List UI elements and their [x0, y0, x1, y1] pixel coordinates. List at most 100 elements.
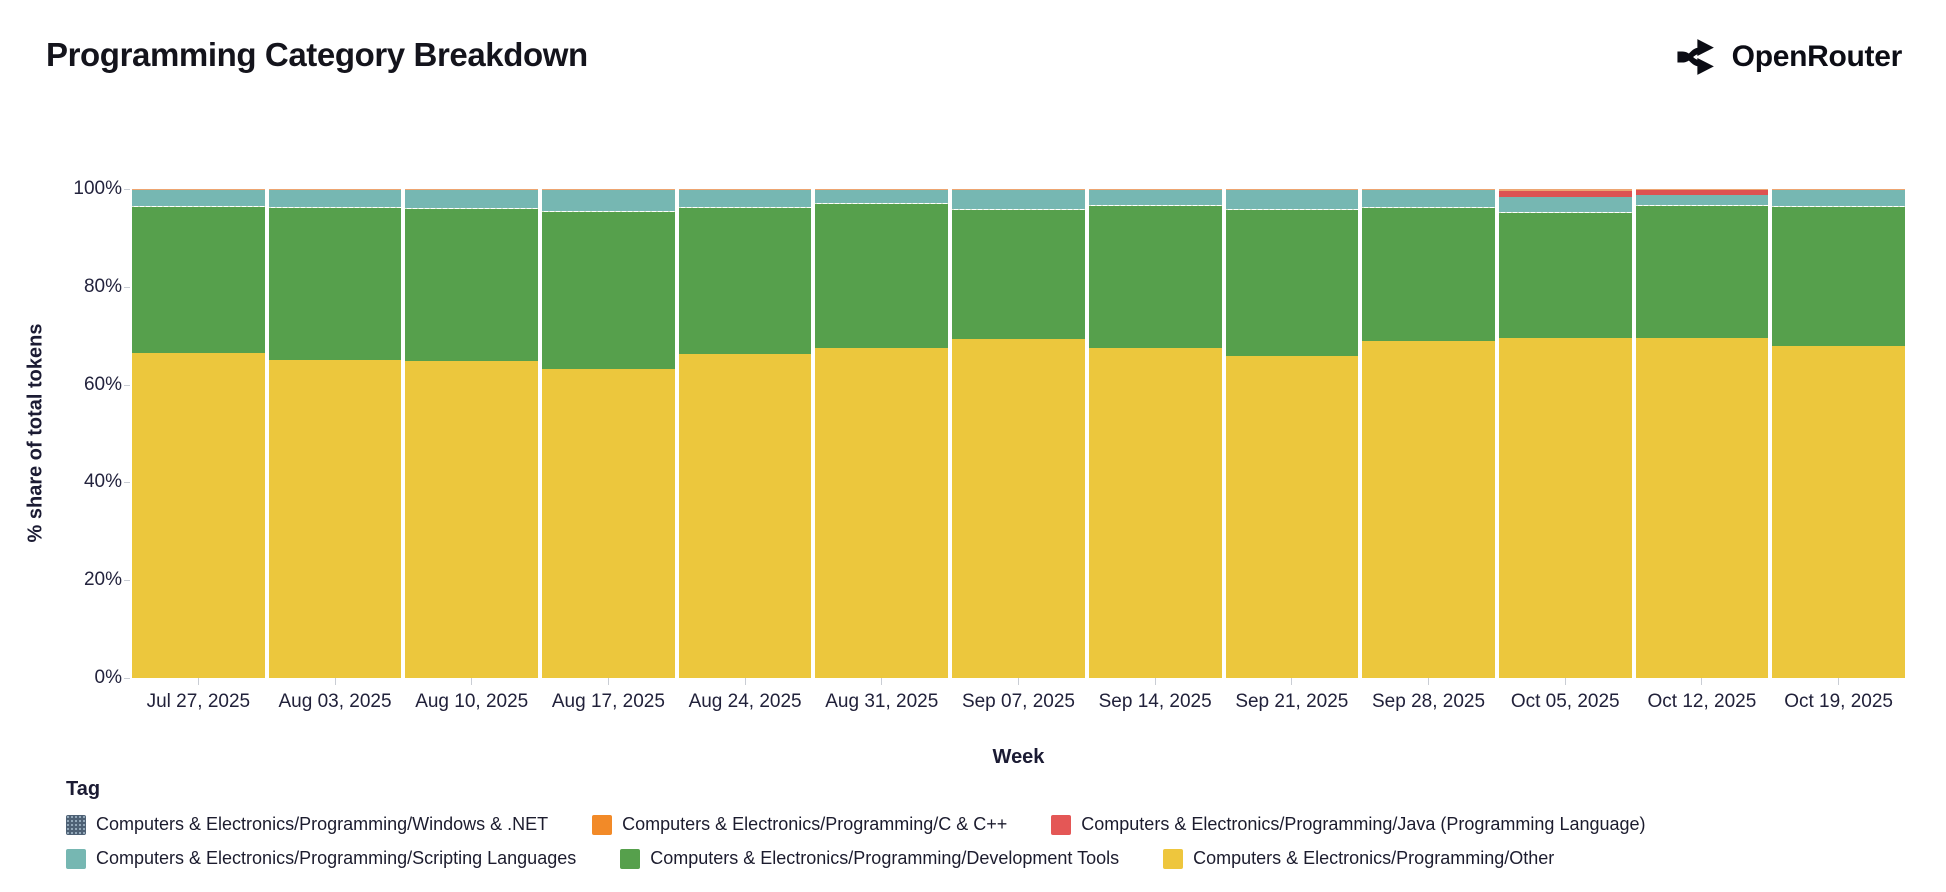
bar-column[interactable]	[1362, 188, 1495, 678]
bar-segment[interactable]	[678, 354, 812, 678]
bar-segment[interactable]	[542, 189, 675, 191]
page-title: Programming Category Breakdown	[46, 36, 588, 73]
bar-segment[interactable]	[1498, 212, 1632, 214]
bar-segment[interactable]	[1772, 205, 1905, 207]
bar-segment[interactable]	[1635, 195, 1769, 205]
x-tick-mark	[1017, 678, 1019, 685]
bar-column[interactable]	[132, 189, 265, 678]
bar-segment[interactable]	[542, 212, 675, 370]
legend-item[interactable]: Computers & Electronics/Programming/Wind…	[66, 814, 548, 835]
bar-segment[interactable]	[1635, 189, 1769, 191]
bar-segment[interactable]	[1362, 208, 1495, 341]
bar-segment[interactable]	[952, 189, 1085, 191]
bar-segment[interactable]	[1225, 210, 1359, 356]
bar-segment[interactable]	[815, 203, 949, 348]
y-tick-mark	[124, 678, 130, 679]
bar-segment[interactable]	[405, 190, 539, 209]
bar-segment[interactable]	[268, 190, 402, 207]
bar-segment[interactable]	[1772, 206, 1905, 346]
bar-segment[interactable]	[1088, 348, 1222, 678]
bar-segment[interactable]	[1772, 190, 1905, 206]
x-tick-cell	[1772, 678, 1905, 686]
bar-segment[interactable]	[1498, 213, 1632, 339]
bar-segment[interactable]	[1498, 189, 1632, 192]
bar-segment[interactable]	[542, 211, 675, 213]
bar-segment[interactable]	[1225, 190, 1359, 209]
bar-segment[interactable]	[405, 361, 539, 678]
legend-item[interactable]: Computers & Electronics/Programming/Deve…	[620, 848, 1119, 869]
bar-segment[interactable]	[678, 206, 812, 208]
bar-segment[interactable]	[542, 369, 675, 678]
bar-segment[interactable]	[1498, 191, 1632, 198]
bar-column[interactable]	[1225, 188, 1359, 678]
bar-segment[interactable]	[952, 209, 1085, 340]
bar-segment[interactable]	[1498, 338, 1632, 678]
y-tick-label: 100%	[73, 178, 122, 199]
bar-segment[interactable]	[815, 202, 949, 204]
bar-segment[interactable]	[268, 206, 402, 208]
bar-segment[interactable]	[132, 353, 265, 678]
bar-segment[interactable]	[815, 347, 949, 678]
bar-segment[interactable]	[1772, 189, 1905, 191]
bar-column[interactable]	[268, 189, 402, 678]
bar-segment[interactable]	[1088, 205, 1222, 349]
y-tick-mark	[124, 384, 130, 386]
bar-segment[interactable]	[1362, 188, 1495, 191]
bar-segment[interactable]	[132, 189, 265, 206]
bar-segment[interactable]	[268, 207, 402, 360]
bar-segment[interactable]	[1362, 190, 1495, 208]
bar-column[interactable]	[1772, 189, 1905, 678]
bar-segment[interactable]	[1088, 189, 1222, 191]
bar-segment[interactable]	[1088, 190, 1222, 205]
legend-item[interactable]: Computers & Electronics/Programming/Java…	[1051, 814, 1646, 835]
x-axis-tick-labels: Jul 27, 2025 Aug 03, 2025 Aug 10, 2025 Aug …	[132, 691, 1905, 713]
legend-item[interactable]: Computers & Electronics/Programming/C & …	[592, 814, 1007, 835]
x-tick-mark	[1838, 678, 1840, 685]
bar-segment[interactable]	[815, 189, 949, 191]
bar-segment[interactable]	[815, 190, 949, 203]
bar-column[interactable]	[1635, 189, 1769, 678]
x-tick-label: Jul 27, 2025	[146, 691, 251, 712]
bar-segment[interactable]	[1635, 204, 1769, 206]
legend-item[interactable]: Computers & Electronics/Programming/Scri…	[66, 848, 576, 869]
bar-segment[interactable]	[1635, 190, 1769, 196]
bar-segment[interactable]	[1498, 197, 1632, 213]
legend-row: Computers & Electronics/Programming/Scri…	[66, 848, 1646, 869]
bar-column[interactable]	[1088, 189, 1222, 678]
bar-segment[interactable]	[952, 190, 1085, 209]
bar-segment[interactable]	[678, 189, 812, 191]
x-tick-cell	[1499, 678, 1632, 686]
bar-segment[interactable]	[1772, 345, 1905, 678]
bar-segment[interactable]	[1225, 209, 1359, 210]
bar-segment[interactable]	[952, 339, 1085, 678]
bar-segment[interactable]	[678, 190, 812, 207]
bar-segment[interactable]	[405, 209, 539, 362]
bar-segment[interactable]	[405, 188, 539, 191]
bar-segment[interactable]	[1225, 188, 1359, 191]
bar-segment[interactable]	[1362, 340, 1495, 678]
bar-column[interactable]	[815, 189, 949, 678]
bar-column[interactable]	[1498, 189, 1632, 678]
bar-column[interactable]	[405, 188, 539, 678]
bar-column[interactable]	[542, 189, 675, 678]
legend-item[interactable]: Computers & Electronics/Programming/Othe…	[1163, 848, 1554, 869]
bar-segment[interactable]	[268, 359, 402, 678]
bar-segment[interactable]	[1088, 204, 1222, 206]
bar-segment[interactable]	[542, 190, 675, 212]
bar-segment[interactable]	[678, 207, 812, 355]
bar-segment[interactable]	[1635, 205, 1769, 339]
x-tick-label: Oct 12, 2025	[1647, 691, 1757, 712]
bar-segment[interactable]	[1362, 207, 1495, 209]
legend: Tag Computers & Electronics/Programming/…	[66, 778, 1646, 869]
bar-column[interactable]	[678, 189, 812, 678]
bar-segment[interactable]	[132, 189, 265, 190]
bar-segment[interactable]	[952, 208, 1085, 210]
bar-segment[interactable]	[1225, 355, 1359, 678]
bar-segment[interactable]	[405, 208, 539, 210]
bar-segment[interactable]	[132, 206, 265, 354]
y-tick-label: 40%	[83, 471, 122, 493]
bar-segment[interactable]	[1635, 338, 1769, 678]
bar-segment[interactable]	[132, 205, 265, 207]
bar-column[interactable]	[952, 189, 1085, 678]
bar-segment[interactable]	[268, 189, 402, 191]
